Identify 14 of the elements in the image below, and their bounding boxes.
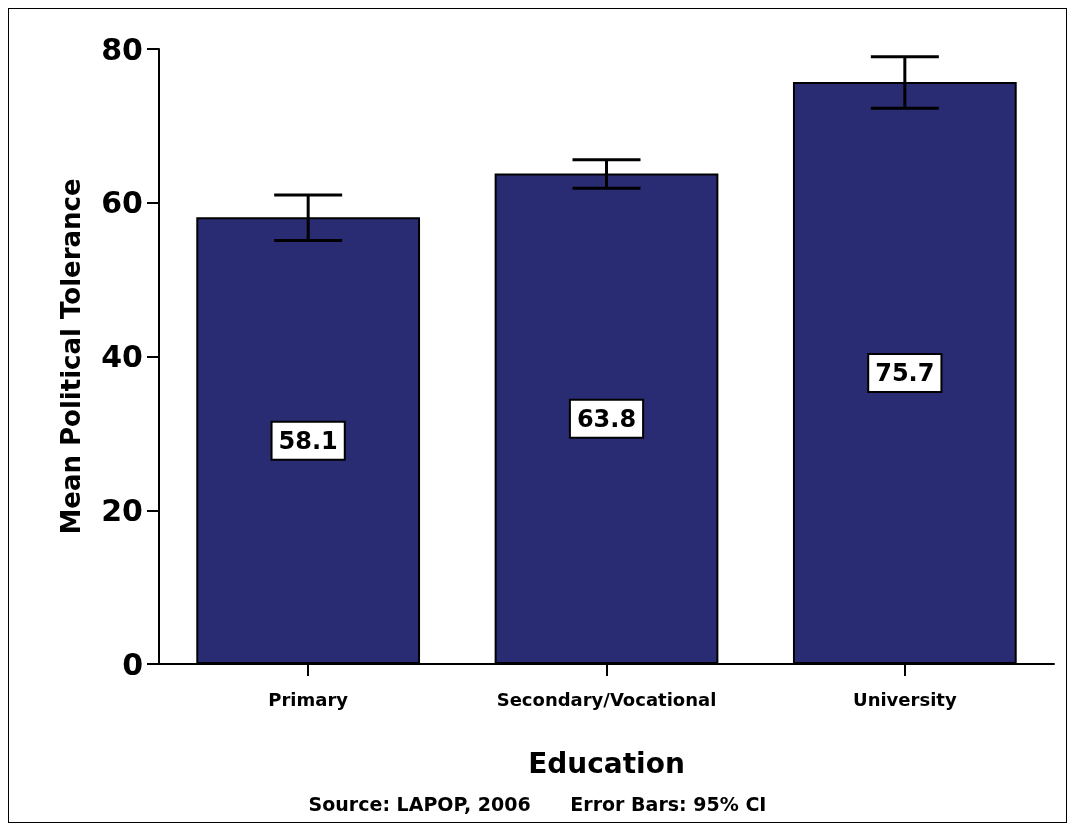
y-axis-title: Mean Political Tolerance: [56, 178, 86, 535]
data-label: 58.1: [278, 426, 338, 455]
y-tick-label: 20: [101, 492, 143, 528]
data-label: 75.7: [875, 359, 935, 388]
x-axis-title: Education: [528, 746, 685, 780]
data-label: 63.8: [576, 404, 637, 433]
x-tick-label: University: [853, 688, 957, 710]
x-tick-label: Primary: [268, 688, 349, 710]
y-tick-label: 40: [101, 339, 143, 374]
source-note: Source: LAPOP, 2006 Error Bars: 95% CI: [308, 792, 767, 815]
y-tick-label: 60: [101, 185, 143, 221]
y-tick-label: 0: [122, 646, 143, 682]
x-tick-label: Secondary/Vocational: [496, 688, 717, 710]
y-tick-label: 80: [101, 31, 143, 67]
